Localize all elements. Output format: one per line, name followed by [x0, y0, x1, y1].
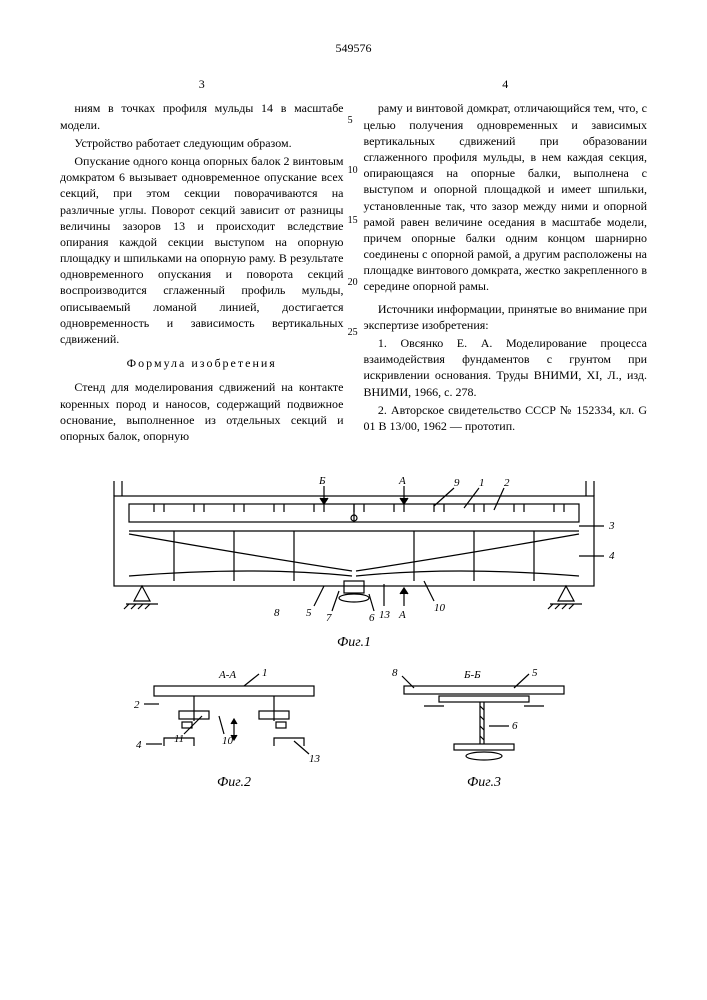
fig-label: Фиг.2	[216, 775, 250, 790]
right-col-number: 4	[364, 76, 648, 92]
fig-ref: 5	[532, 667, 538, 679]
formula-heading: Формула изобретения	[60, 355, 344, 371]
line-marker: 15	[348, 214, 358, 228]
fig-ref: 13	[309, 753, 321, 765]
fig-ref: 1	[262, 667, 268, 679]
fig-ref: 3	[608, 520, 615, 532]
fig-ref: 8	[274, 607, 280, 619]
sources-heading: Источники информации, принятые во вниман…	[364, 301, 648, 333]
left-column: 3 ниям в точках профиля мульды 14 в масш…	[60, 76, 344, 446]
fig-ref: А	[398, 476, 406, 487]
fig-ref: Б	[318, 476, 326, 487]
fig-ref: 8	[392, 667, 398, 679]
figure-1: Б А 9 1 2 3 4 5 6 7 8 10 13 А Фиг.1	[74, 476, 634, 656]
line-marker: 20	[348, 276, 358, 290]
fig-ref: 10	[222, 735, 234, 747]
fig-section: Б-Б	[463, 669, 481, 681]
fig-label: Фиг.1	[336, 635, 370, 650]
fig-ref: 6	[512, 720, 518, 732]
line-marker: 25	[348, 326, 358, 340]
fig-ref: 11	[174, 733, 184, 745]
paragraph: ниям в точках профиля мульды 14 в масшта…	[60, 100, 344, 132]
fig-ref: 2	[504, 477, 510, 489]
patent-number: 549576	[60, 40, 647, 56]
figure-3: Б-Б 5 6 8 Фиг.3	[384, 666, 584, 796]
text-columns: 5 10 15 20 25 3 ниям в точках профиля му…	[60, 76, 647, 446]
right-column: 4 раму и винтовой домкрат, отличающийся …	[364, 76, 648, 446]
fig-ref: 7	[326, 612, 332, 624]
fig-ref: 4	[136, 739, 142, 751]
fig-ref: 5	[306, 607, 312, 619]
fig-ref: 9	[454, 477, 460, 489]
fig-ref: А	[398, 609, 406, 621]
line-marker: 5	[348, 114, 353, 128]
fig-ref: 10	[434, 602, 446, 614]
fig-ref: 6	[369, 612, 375, 624]
paragraph: раму и винтовой домкрат, отличающийся те…	[364, 100, 648, 294]
fig-section: А-А	[218, 669, 236, 681]
left-col-number: 3	[60, 76, 344, 92]
figure-2: А-А 1 2 4 10 11 13 Фиг.2	[124, 666, 344, 796]
figure-area: Б А 9 1 2 3 4 5 6 7 8 10 13 А Фиг.1	[60, 476, 647, 796]
fig-ref: 1	[479, 477, 485, 489]
fig-ref: 13	[379, 609, 391, 621]
paragraph: Устройство работает следующим образом.	[60, 135, 344, 151]
fig-ref: 4	[609, 550, 615, 562]
source-item: 1. Овсянко Е. А. Моделирование процесса …	[364, 335, 648, 400]
source-item: 2. Авторское свидетельство СССР № 152334…	[364, 402, 648, 434]
paragraph: Стенд для моделирования сдвижений на кон…	[60, 379, 344, 444]
fig-label: Фиг.3	[466, 775, 500, 790]
line-marker: 10	[348, 164, 358, 178]
paragraph: Опускание одного конца опорных балок 2 в…	[60, 153, 344, 347]
fig-ref: 2	[134, 699, 140, 711]
